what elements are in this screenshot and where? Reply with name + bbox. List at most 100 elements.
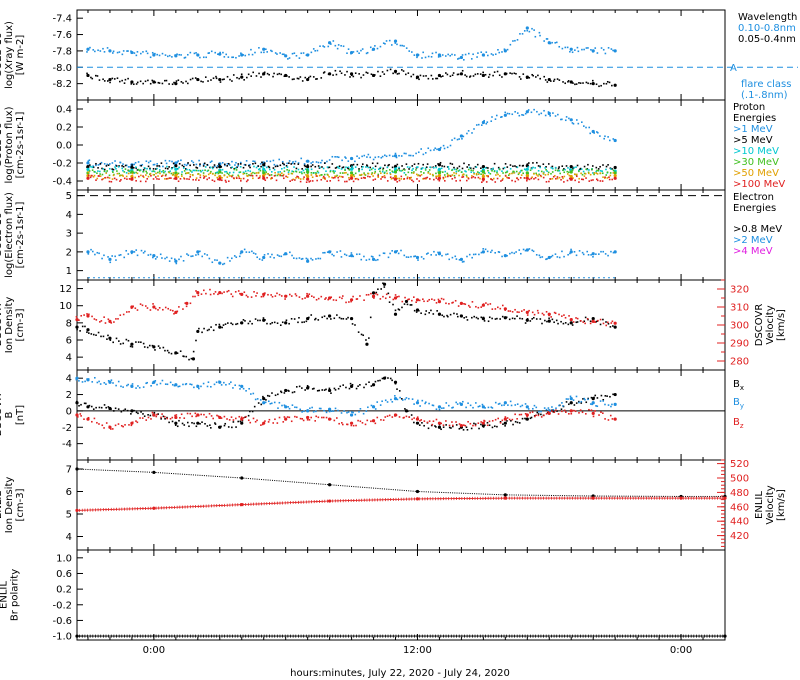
trace-mark [405,152,407,155]
trace-mark [380,178,382,180]
trace-mark [298,296,301,298]
trace-mark [345,301,347,304]
trace-mark [282,421,285,423]
trace-mark [347,634,351,638]
trace-mark [226,163,229,165]
trace-mark [274,295,277,297]
trace-mark [109,339,112,341]
trace-mark [563,171,566,174]
trace-mark [281,501,285,505]
trace-mark [337,44,340,46]
trace-mark [142,51,144,53]
data-point [328,388,332,393]
trace-mark [251,410,254,413]
data-point [393,177,398,181]
trace-mark [345,386,347,389]
trace-mark [596,131,599,134]
trace-mark [433,250,435,253]
series-2 [86,248,617,266]
trace-mark [481,634,485,638]
trace-mark [352,411,354,414]
trace-mark [293,166,295,168]
trace-mark [244,320,246,322]
trace-mark [195,339,197,342]
trace-mark [304,76,307,79]
trace-mark [409,304,412,306]
trace-mark [494,401,497,404]
trace-mark [496,171,498,174]
trace-mark [203,413,205,416]
data-point [349,156,354,161]
trace-mark [347,499,351,503]
trace-mark [233,634,237,638]
data-point [503,316,507,320]
trace-mark [381,634,385,638]
trace-mark [491,496,495,500]
trace-mark [164,167,167,170]
trace-mark [177,385,180,388]
trace-mark [566,179,569,182]
trace-mark [465,496,469,500]
trace-mark [539,634,543,638]
trace-mark [141,304,144,307]
trace-mark [375,487,377,489]
data-point [174,351,178,355]
trace-mark [451,139,453,141]
trace-mark [358,157,361,159]
data-point [569,80,573,84]
trace-mark [464,170,466,172]
trace-mark [190,357,193,360]
trace-mark [430,254,432,256]
trace-mark [318,634,322,638]
trace-mark [160,416,162,419]
data-point [349,167,354,171]
trace-mark [329,170,332,173]
trace-mark [453,54,456,56]
trace-mark [99,321,101,323]
trace-mark [352,424,355,427]
trace-mark [165,173,167,176]
trace-mark [355,298,358,300]
trace-mark [514,110,516,113]
trace-mark [250,296,253,298]
trace-mark [296,481,298,483]
trace-mark [101,178,103,181]
trace-mark [550,255,553,258]
trace-mark [171,174,174,176]
trace-mark [610,496,614,500]
data-point [481,405,485,409]
trace-mark [358,170,360,173]
trace-mark [482,173,484,176]
trace-mark [599,495,601,497]
trace-mark [180,159,182,162]
trace-mark [175,634,179,638]
trace-mark [201,474,203,476]
trace-mark [268,166,271,169]
trace-mark [162,308,164,311]
trace-mark [496,425,498,428]
trace-mark [520,169,522,172]
trace-mark [356,177,358,180]
trace-mark [139,417,141,419]
trace-mark [303,164,306,167]
trace-mark [231,634,235,638]
trace-mark [91,174,93,177]
trace-mark [295,294,298,297]
data-point [393,380,398,384]
trace-mark [473,634,477,638]
data-point [393,170,398,174]
trace-mark [374,422,377,425]
trace-mark [204,504,208,508]
trace-mark [262,502,266,506]
trace-mark [103,80,106,82]
trace-mark [249,174,252,177]
trace-mark [711,495,713,497]
trace-mark [446,175,449,178]
trace-mark [360,498,364,502]
trace-mark [95,406,97,409]
trace-mark [164,159,167,162]
trace-mark [197,253,200,256]
trace-mark [279,171,281,173]
trace-mark [328,175,330,178]
trace-mark [91,381,94,383]
